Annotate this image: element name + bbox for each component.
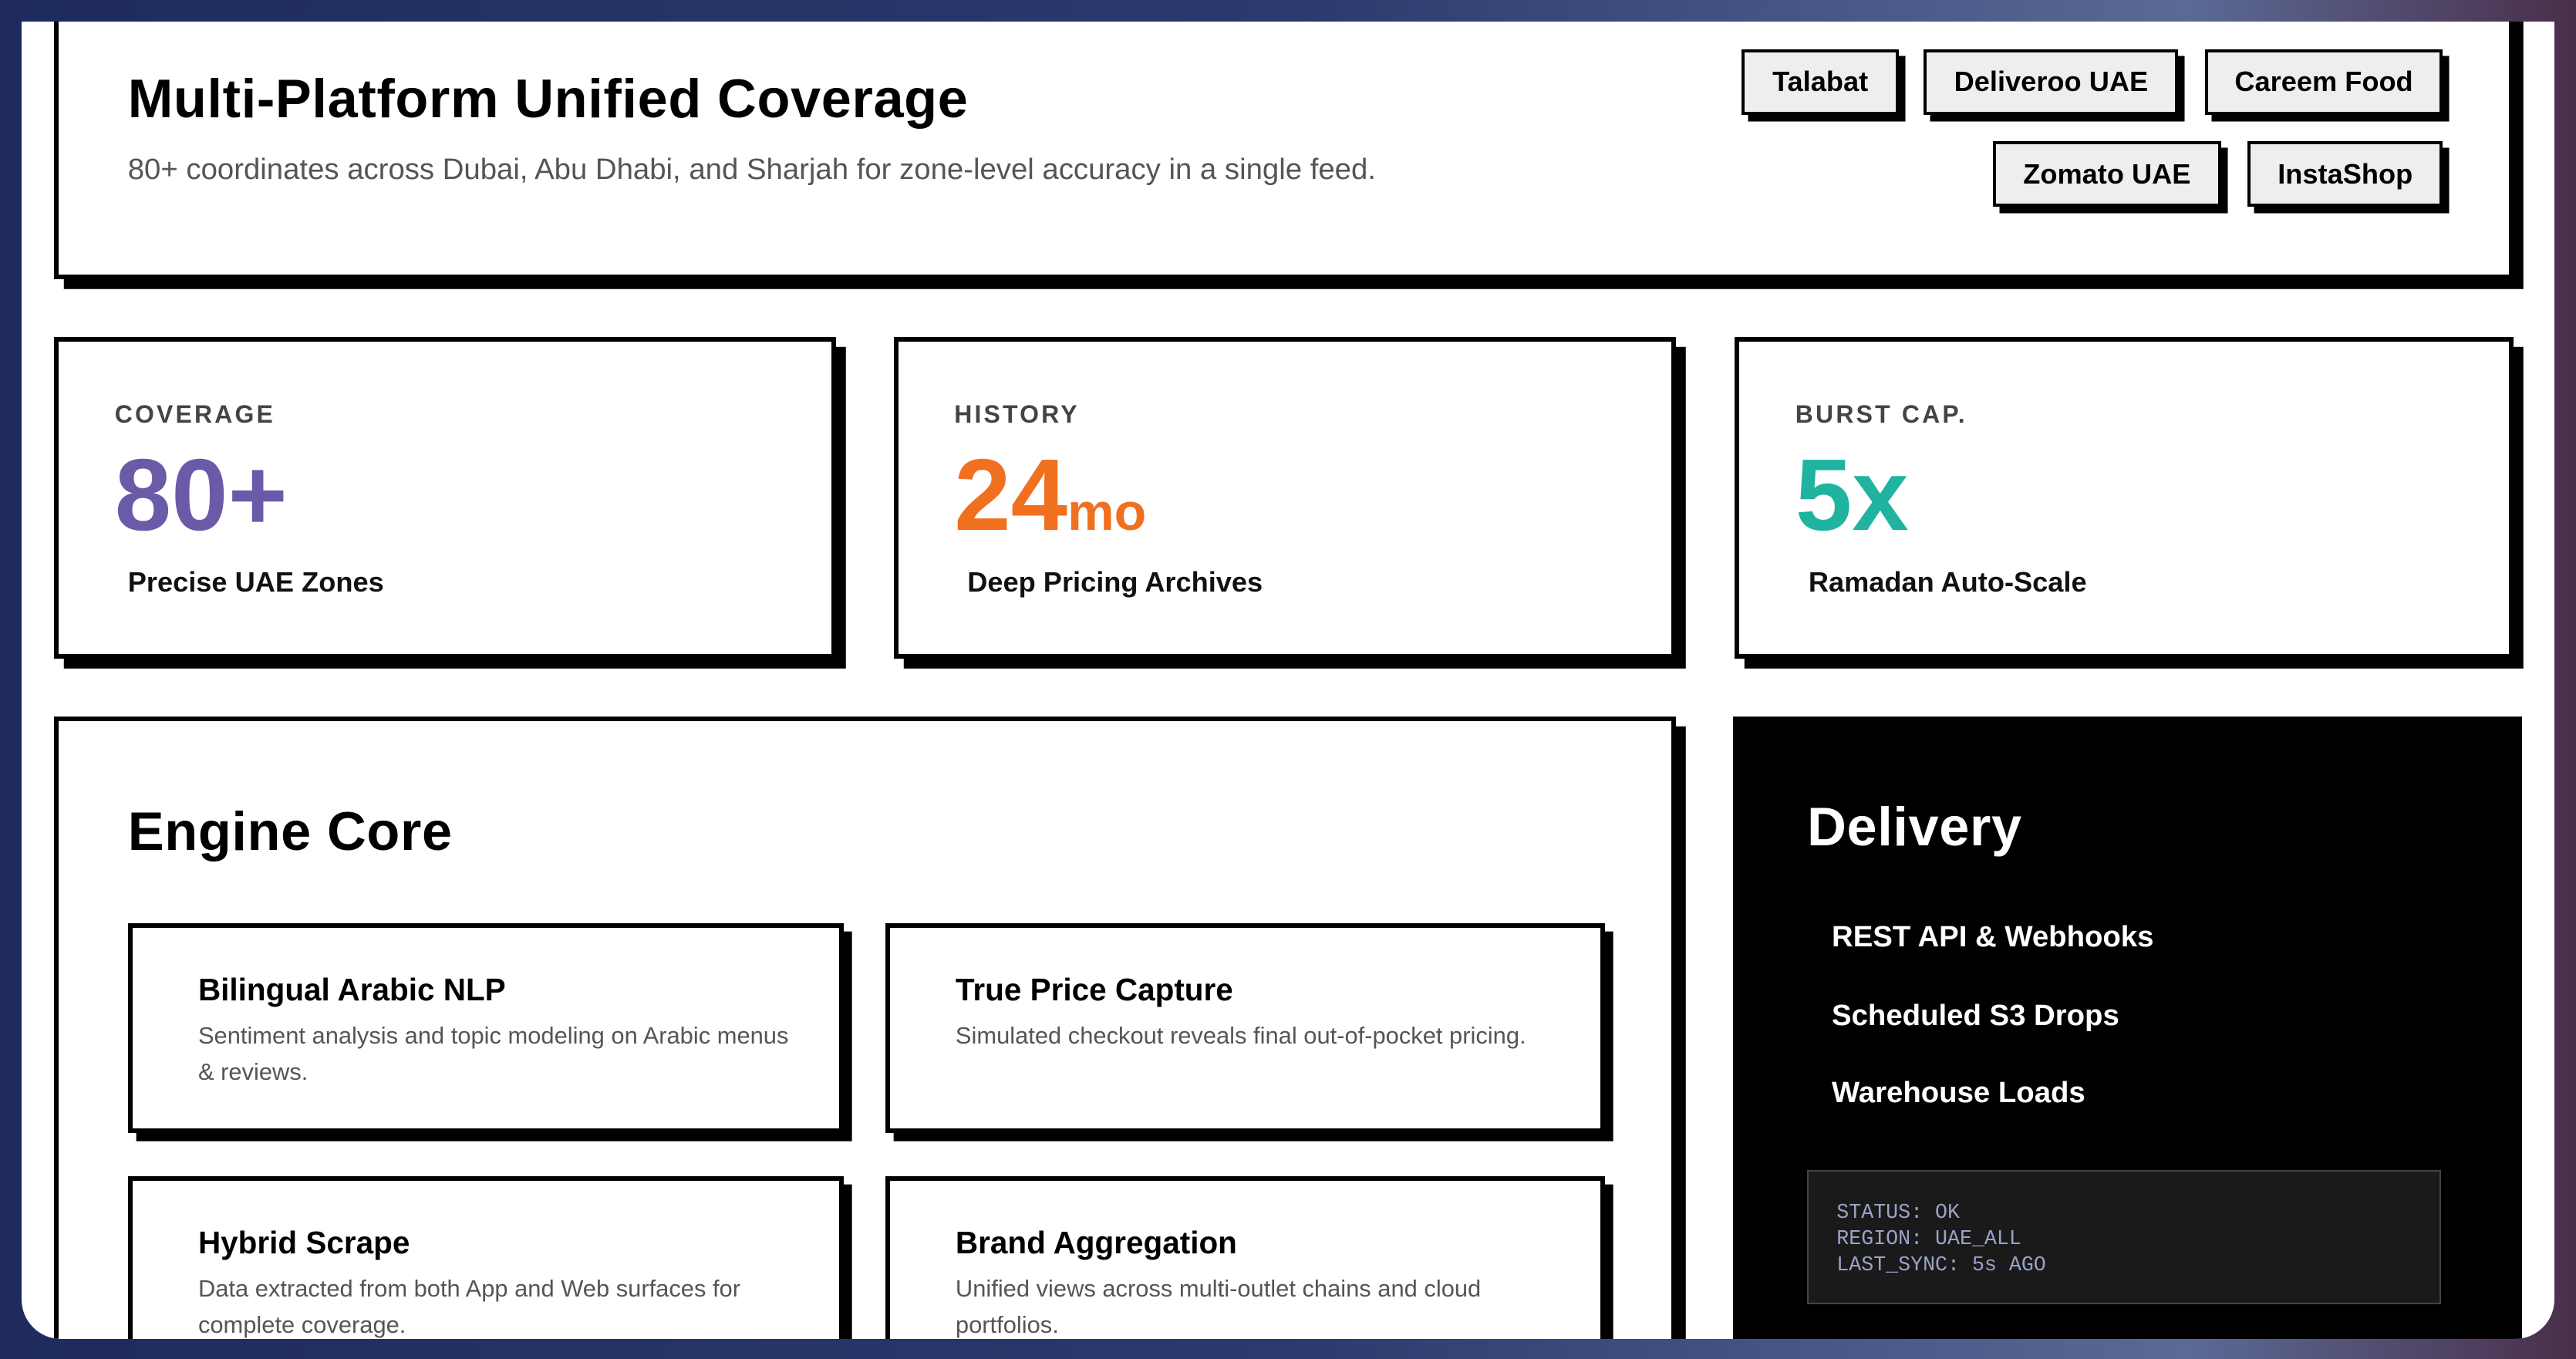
stat-label: HISTORY xyxy=(954,400,1080,429)
region-line: REGION: UAE_ALL xyxy=(1836,1226,2021,1250)
stat-card-history: HISTORY 24mo Deep Pricing Archives xyxy=(893,336,1676,659)
delivery-item-warehouse: Warehouse Loads xyxy=(1832,1076,2085,1110)
feature-desc: Data extracted from both App and Web sur… xyxy=(197,1274,741,1338)
platform-tag-talabat[interactable]: Talabat xyxy=(1741,49,1900,116)
main-panel: Multi-Platform Unified Coverage 80+ coor… xyxy=(21,21,2555,1340)
status-console: STATUS: OK REGION: UAE_ALL LAST_SYNC: 5s A… xyxy=(1807,1169,2442,1305)
feature-title: Bilingual Arabic NLP xyxy=(197,972,506,1008)
feature-card: Brand Aggregation Unified views across mu… xyxy=(885,1175,1605,1340)
stat-value: 80+ xyxy=(115,443,288,545)
platform-tag-deliveroo[interactable]: Deliveroo UAE xyxy=(1924,49,2179,116)
status-line: STATUS: OK xyxy=(1836,1200,1960,1224)
stat-desc: Ramadan Auto-Scale xyxy=(1808,566,2087,599)
feature-title: True Price Capture xyxy=(955,972,1233,1008)
stat-label: BURST CAP. xyxy=(1795,400,1967,429)
feature-desc: Unified views across multi-outlet chains… xyxy=(955,1274,1482,1338)
feature-title: Hybrid Scrape xyxy=(197,1225,410,1261)
delivery-item-rest-api: REST API & Webhooks xyxy=(1832,919,2154,953)
stat-desc: Deep Pricing Archives xyxy=(967,566,1263,599)
delivery-title: Delivery xyxy=(1807,795,2022,857)
feature-desc: Sentiment analysis and topic modeling on… xyxy=(197,1021,789,1085)
stat-number: 24 xyxy=(954,437,1068,551)
feature-title: Brand Aggregation xyxy=(955,1225,1237,1261)
stat-desc: Precise UAE Zones xyxy=(127,566,384,599)
platform-tag-instashop[interactable]: InstaShop xyxy=(2247,141,2443,207)
feature-desc: Simulated checkout reveals final out-of-… xyxy=(955,1021,1526,1049)
stat-card-coverage: COVERAGE 80+ Precise UAE Zones xyxy=(54,336,837,659)
engine-core-card: Engine Core Bilingual Arabic NLP Sentimen… xyxy=(54,716,1676,1340)
stat-label: COVERAGE xyxy=(114,400,276,429)
last-sync-line: LAST_SYNC: 5s AGO xyxy=(1836,1253,2046,1276)
feature-card: Bilingual Arabic NLP Sentiment analysis a… xyxy=(127,922,845,1134)
page-subtitle: 80+ coordinates across Dubai, Abu Dhabi,… xyxy=(127,152,1376,186)
delivery-card: Delivery REST API & Webhooks Scheduled S… xyxy=(1733,716,2522,1340)
delivery-item-s3: Scheduled S3 Drops xyxy=(1832,999,2119,1033)
feature-card: True Price Capture Simulated checkout rev… xyxy=(885,922,1605,1134)
stat-number: 80+ xyxy=(114,437,288,551)
platform-tag-zomato[interactable]: Zomato UAE xyxy=(1992,141,2221,207)
stat-number: 5x xyxy=(1795,437,1909,551)
engine-title: Engine Core xyxy=(127,800,453,862)
stat-value: 24mo xyxy=(954,443,1146,545)
feature-card: Hybrid Scrape Data extracted from both Ap… xyxy=(127,1175,845,1340)
stat-value: 5x xyxy=(1795,443,1909,545)
platform-tag-careem[interactable]: Careem Food xyxy=(2204,49,2443,116)
page-title: Multi-Platform Unified Coverage xyxy=(127,67,969,129)
stat-card-burst: BURST CAP. 5x Ramadan Auto-Scale xyxy=(1735,336,2514,659)
stat-unit: mo xyxy=(1067,482,1147,541)
